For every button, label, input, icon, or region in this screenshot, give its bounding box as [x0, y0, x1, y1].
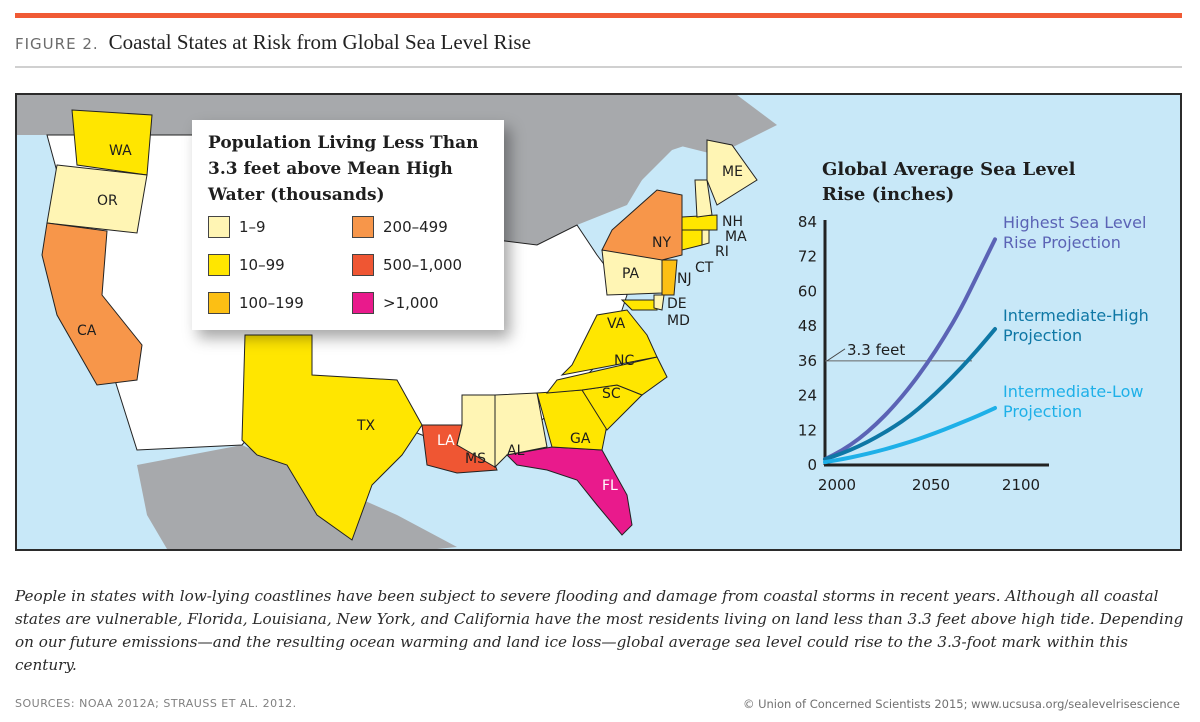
state-label-nc: NC — [614, 353, 634, 369]
y-tick-label: 72 — [798, 248, 817, 266]
state-label-ma: MA — [725, 229, 747, 245]
state-tx — [241, 334, 423, 541]
legend-item-10-99: 10–99 — [208, 254, 285, 276]
legend-swatch — [208, 292, 230, 314]
state-nc — [545, 356, 668, 396]
y-tick-label: 24 — [798, 387, 817, 405]
legend-swatch — [352, 292, 374, 314]
state-label-de: DE — [667, 296, 687, 312]
state-me — [706, 139, 758, 206]
legend-item-over-1000: >1,000 — [352, 292, 439, 314]
state-label-la: LA — [437, 433, 455, 449]
state-label-me: ME — [722, 164, 743, 180]
reference-label: 3.3 feet — [847, 341, 905, 359]
state-label-al: AL — [507, 443, 525, 459]
state-label-tx: TX — [356, 418, 376, 434]
legend-swatch — [208, 254, 230, 276]
accent-bar — [15, 13, 1182, 18]
legend-swatch — [352, 254, 374, 276]
state-ms — [456, 394, 496, 468]
state-label-ny: NY — [652, 235, 671, 251]
legend-item-500-1000: 500–1,000 — [352, 254, 462, 276]
state-label-va: VA — [607, 316, 626, 332]
state-nh — [694, 179, 713, 218]
series-line-1 — [823, 327, 997, 462]
state-label-nj: NJ — [677, 271, 692, 287]
y-tick-label: 36 — [798, 352, 817, 370]
series-label: Intermediate-High — [1003, 306, 1149, 325]
series-label: Rise Projection — [1003, 233, 1121, 252]
series-line-0 — [823, 237, 997, 462]
canada-east-landmass — [537, 95, 777, 205]
state-md — [620, 299, 658, 311]
legend-item-100-199: 100–199 — [208, 292, 304, 314]
sources-note: SOURCES: NOAA 2012A; STRAUSS ET AL. 2012… — [15, 697, 297, 710]
y-tick-label: 84 — [798, 213, 817, 231]
series-label: Projection — [1003, 402, 1082, 421]
state-label-or: OR — [97, 193, 118, 209]
legend-title: Population Living Less Than 3.3 feet abo… — [208, 133, 479, 205]
state-label-nh: NH — [722, 214, 743, 230]
y-tick-label: 0 — [807, 456, 817, 474]
figure-caption: People in states with low-lying coastlin… — [15, 587, 1184, 674]
reference-leader — [826, 348, 846, 362]
map-panel: WA OR CA TX LA MS AL FL GA SC NC VA MD DE NJ PA NY CT RI MA… — [15, 93, 1182, 551]
state-ny — [601, 189, 683, 261]
state-label-md: MD — [667, 313, 690, 329]
figure-title: Coastal States at Risk from Global Sea L… — [108, 30, 531, 54]
map-legend: Population Living Less Than 3.3 feet abo… — [192, 120, 504, 330]
state-label-ct: CT — [695, 260, 714, 276]
header-divider — [15, 66, 1182, 68]
figure-header: FIGURE 2. Coastal States at Risk from Gl… — [15, 30, 531, 54]
y-tick-label: 48 — [798, 317, 817, 335]
copyright-credit: © Union of Concerned Scientists 2015; ww… — [742, 697, 1180, 711]
legend-swatch — [208, 216, 230, 238]
state-or — [46, 164, 148, 234]
series-label: Intermediate-Low — [1003, 382, 1144, 401]
state-label-ri: RI — [715, 244, 729, 260]
state-label-pa: PA — [622, 266, 640, 282]
x-tick-label: 2000 — [818, 476, 856, 494]
legend-item-1-9: 1–9 — [208, 216, 266, 238]
figure-number: FIGURE 2. — [15, 35, 99, 53]
y-tick-label: 12 — [798, 421, 817, 439]
series-label: Projection — [1003, 326, 1082, 345]
sea-level-chart: 0 12 24 36 48 60 72 84 2000 2050 2100 3.3 feet Highe… — [798, 213, 1149, 494]
state-label-ga: GA — [570, 431, 591, 447]
chart-title: Global Average Sea Level Rise (inches) — [822, 159, 1076, 205]
series-label: Highest Sea Level — [1003, 213, 1146, 232]
state-label-wa: WA — [109, 143, 132, 159]
state-label-sc: SC — [602, 386, 621, 402]
state-de — [653, 294, 665, 311]
state-label-ms: MS — [465, 451, 486, 467]
legend-item-200-499: 200–499 — [352, 216, 448, 238]
state-va — [560, 309, 658, 376]
mexico-landmass — [137, 445, 457, 549]
y-tick-label: 60 — [798, 282, 817, 300]
x-tick-label: 2050 — [912, 476, 950, 494]
state-label-ca: CA — [77, 323, 97, 339]
state-ca — [41, 222, 143, 386]
state-label-fl: FL — [602, 478, 618, 494]
legend-swatch — [352, 216, 374, 238]
series-line-2 — [823, 406, 997, 465]
x-tick-label: 2100 — [1002, 476, 1040, 494]
